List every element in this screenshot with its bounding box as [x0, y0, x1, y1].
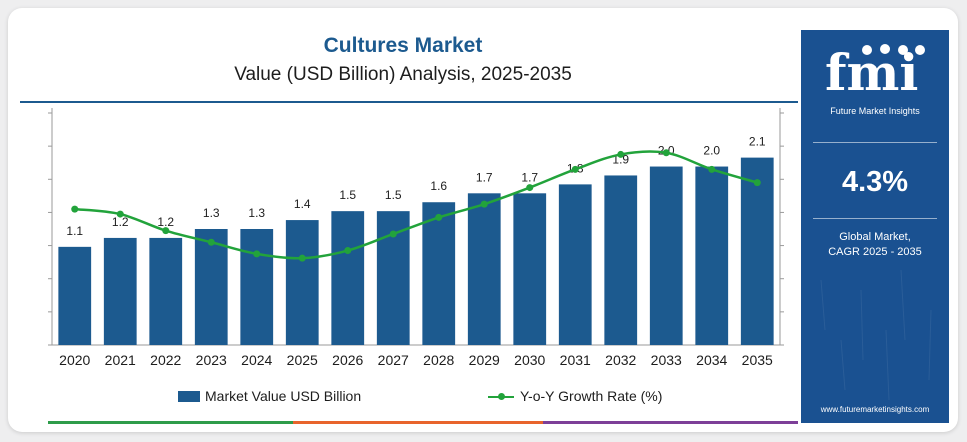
- bar-value-label-2024: 1.3: [248, 206, 265, 220]
- chart-subtitle: Value (USD Billion) Analysis, 2025-2035: [234, 64, 572, 85]
- brand-panel: fmi Future Market Insights 4.3% Global M…: [801, 30, 949, 423]
- logo-dot-people-icon: [915, 45, 925, 55]
- panel-texture: [820, 269, 932, 401]
- legend-bar-swatch: [178, 390, 200, 402]
- bottom-strip-orange: [293, 421, 543, 424]
- growth-rate-line: [74, 150, 758, 260]
- legend-item-market-value: Market Value USD Billion: [178, 388, 361, 404]
- bar-value-label-2035: 2.1: [749, 135, 766, 149]
- x-tick-label-2022: 2022: [150, 352, 181, 368]
- logo-dot-person-icon: [862, 45, 872, 55]
- logo-subtitle: Future Market Insights: [830, 106, 920, 116]
- bar-value-label-2029: 1.7: [476, 170, 493, 184]
- chart-card: Cultures Market Value (USD Billion) Anal…: [8, 8, 958, 432]
- bottom-strip-green: [48, 421, 293, 424]
- bar-value-label-2027: 1.5: [385, 188, 402, 202]
- bar-value-label-2034: 2.0: [703, 144, 720, 158]
- bar-value-label-2025: 1.4: [294, 197, 311, 211]
- x-tick-label-2023: 2023: [196, 352, 227, 368]
- bar-2032: [604, 175, 638, 345]
- growth-point-2025: [298, 254, 306, 262]
- growth-point-2028: [435, 213, 443, 221]
- combo-chart: 1.1 2020 1.2 2021 1.2 2022 1.3 2023 1.3 2024 1.4 20…: [48, 108, 784, 368]
- panel-divider-top: [813, 142, 937, 143]
- x-tick-label-2030: 2030: [514, 352, 545, 368]
- growth-point-2030: [526, 184, 534, 192]
- bar-2035: [740, 157, 774, 345]
- bar-value-label-2030: 1.7: [521, 170, 538, 184]
- x-tick-label-2026: 2026: [332, 352, 363, 368]
- bar-value-label-2021: 1.2: [112, 215, 129, 229]
- x-tick-label-2027: 2027: [378, 352, 409, 368]
- growth-point-2035: [753, 179, 761, 187]
- bar-2030: [513, 193, 547, 345]
- x-tick-label-2028: 2028: [423, 352, 454, 368]
- cagr-label: Global Market, CAGR 2025 - 2035: [815, 230, 935, 260]
- bar-2033: [649, 166, 683, 345]
- x-tick-label-2032: 2032: [605, 352, 636, 368]
- bar-2034: [695, 166, 729, 345]
- bar-2029: [467, 193, 501, 345]
- cagr-value: 4.3%: [841, 166, 909, 198]
- bar-2021: [103, 237, 137, 345]
- cagr-label-line2: CAGR 2025 - 2035: [828, 246, 922, 258]
- bar-2031: [558, 184, 592, 345]
- growth-point-2020: [71, 205, 79, 213]
- growth-point-2026: [344, 247, 352, 255]
- x-tick-label-2034: 2034: [696, 352, 727, 368]
- x-tick-label-2025: 2025: [287, 352, 318, 368]
- bar-value-label-2028: 1.6: [430, 179, 447, 193]
- growth-point-2034: [708, 165, 716, 173]
- growth-point-2033: [662, 149, 670, 157]
- bar-2024: [240, 229, 274, 345]
- panel-divider-bottom: [813, 218, 937, 219]
- growth-point-2031: [571, 165, 579, 173]
- bar-2026: [331, 211, 365, 345]
- bar-2025: [285, 220, 319, 345]
- x-tick-label-2024: 2024: [241, 352, 272, 368]
- logo-dot-chart-icon: [898, 45, 908, 55]
- x-tick-label-2020: 2020: [59, 352, 90, 368]
- growth-point-2022: [162, 227, 170, 235]
- chart-title: Cultures Market: [323, 34, 483, 57]
- growth-point-2032: [617, 150, 625, 158]
- growth-point-2024: [253, 250, 261, 258]
- chart-legend: Market Value USD Billion Y-o-Y Growth Ra…: [178, 388, 738, 412]
- logo-dot-globe-icon: [880, 44, 890, 54]
- legend-label-growth-rate: Y-o-Y Growth Rate (%): [520, 388, 663, 404]
- legend-label-market-value: Market Value USD Billion: [205, 388, 362, 404]
- cagr-label-line1: Global Market,: [839, 231, 911, 243]
- title-divider: [20, 101, 798, 103]
- growth-point-2021: [116, 210, 124, 218]
- x-tick-label-2031: 2031: [560, 352, 591, 368]
- x-tick-label-2033: 2033: [651, 352, 682, 368]
- bar-value-label-2023: 1.3: [203, 206, 220, 220]
- bar-value-label-2022: 1.2: [157, 215, 174, 229]
- x-tick-label-2029: 2029: [469, 352, 500, 368]
- bottom-strip-purple: [543, 421, 798, 424]
- website-url: www.futuremarketinsights.com: [820, 405, 930, 414]
- bar-2022: [149, 237, 183, 345]
- fmi-logo: fmi: [825, 43, 925, 102]
- bar-value-label-2020: 1.1: [66, 224, 83, 238]
- bar-2020: [58, 246, 92, 345]
- bar-2023: [194, 229, 228, 345]
- x-tick-label-2021: 2021: [105, 352, 136, 368]
- bar-2028: [422, 202, 456, 345]
- legend-line-swatch: [488, 391, 514, 402]
- legend-item-growth-rate: Y-o-Y Growth Rate (%): [488, 388, 662, 404]
- growth-point-2029: [480, 200, 488, 208]
- bar-value-label-2026: 1.5: [339, 188, 356, 202]
- x-tick-label-2035: 2035: [742, 352, 773, 368]
- growth-point-2027: [389, 230, 397, 238]
- growth-point-2023: [207, 238, 215, 246]
